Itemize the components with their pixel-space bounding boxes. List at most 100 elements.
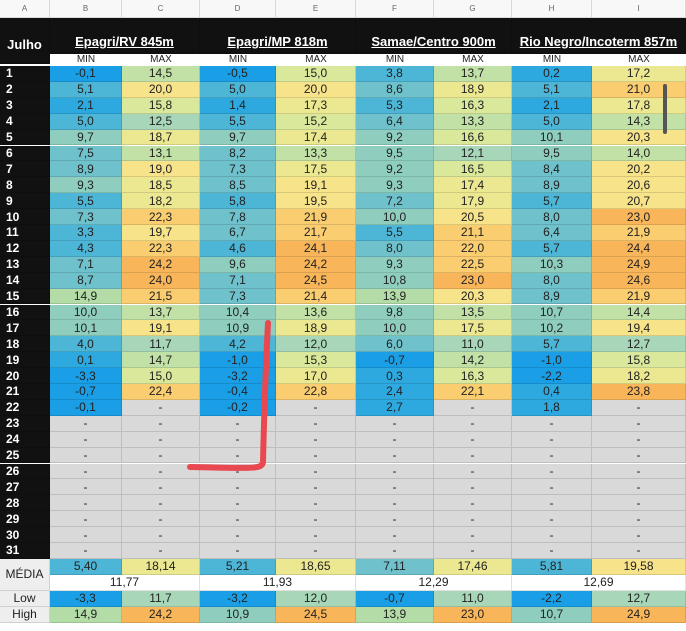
sub-header: MIN	[356, 54, 434, 65]
high-cell: 24,5	[276, 606, 356, 623]
value-cell: 22,3	[122, 209, 200, 225]
value-cell: 13,7	[434, 66, 512, 82]
value-cell: 24,9	[592, 256, 686, 273]
value-cell: -	[356, 511, 434, 528]
value-cell: -	[122, 527, 200, 543]
value-cell: 7,3	[50, 209, 122, 225]
value-cell: -	[592, 543, 686, 559]
value-cell: -	[276, 431, 356, 448]
value-cell: 19,1	[122, 320, 200, 337]
value-cell: -	[200, 543, 276, 559]
column-header[interactable]: E	[276, 0, 356, 18]
average-cell: 11,93	[200, 574, 356, 591]
high-cell: 23,0	[434, 606, 512, 623]
value-cell: 23,0	[592, 209, 686, 225]
value-cell: 8,0	[512, 272, 592, 289]
column-header[interactable]: D	[200, 0, 276, 18]
value-cell: 10,0	[356, 209, 434, 225]
day-label: 22	[0, 399, 50, 416]
column-header[interactable]: A	[0, 0, 50, 18]
high-cell: 24,2	[122, 606, 200, 623]
value-cell: 22,3	[122, 240, 200, 257]
value-cell: -0,4	[200, 384, 276, 400]
value-cell: 15,3	[276, 352, 356, 369]
value-cell: -	[592, 431, 686, 448]
value-cell: 13,5	[434, 304, 512, 321]
value-cell: 9,5	[512, 145, 592, 162]
value-cell: 8,7	[50, 272, 122, 289]
value-cell: 7,2	[356, 193, 434, 210]
day-label: 30	[0, 527, 50, 543]
value-cell: 13,9	[356, 288, 434, 305]
value-cell: 18,9	[276, 320, 356, 337]
day-label: 10	[0, 209, 50, 225]
value-cell: 20,0	[122, 81, 200, 98]
column-header[interactable]: H	[512, 0, 592, 18]
column-header[interactable]: I	[592, 0, 686, 18]
value-cell: 14,2	[434, 352, 512, 369]
value-cell: -	[122, 447, 200, 464]
day-label: 8	[0, 177, 50, 194]
value-cell: 19,1	[276, 177, 356, 194]
value-cell: 7,5	[50, 145, 122, 162]
value-cell: 16,3	[434, 97, 512, 114]
station-name: Epagri/RV 845m	[50, 18, 200, 54]
column-header[interactable]: G	[434, 0, 512, 18]
value-cell: 4,3	[50, 240, 122, 257]
value-cell: 9,5	[356, 145, 434, 162]
value-cell: 19,7	[122, 225, 200, 241]
value-cell: -	[200, 495, 276, 512]
low-cell: 12,7	[592, 590, 686, 607]
day-label: 28	[0, 495, 50, 512]
value-cell: -	[122, 495, 200, 512]
value-cell: -0,2	[200, 399, 276, 416]
value-cell: -	[122, 399, 200, 416]
value-cell: -	[200, 527, 276, 543]
day-label: 2	[0, 81, 50, 98]
value-cell: -	[434, 463, 512, 480]
value-cell: -0,7	[50, 384, 122, 400]
value-cell: 16,3	[434, 368, 512, 384]
value-cell: 24,2	[122, 256, 200, 273]
value-cell: 12,0	[276, 336, 356, 353]
value-cell: 0,2	[512, 66, 592, 82]
value-cell: -	[356, 431, 434, 448]
column-header[interactable]: B	[50, 0, 122, 18]
value-cell: -	[276, 415, 356, 432]
value-cell: -	[200, 511, 276, 528]
low-cell: 11,7	[122, 590, 200, 607]
day-label: 19	[0, 352, 50, 369]
value-cell: -	[50, 447, 122, 464]
value-cell: 21,7	[276, 225, 356, 241]
value-cell: -	[592, 399, 686, 416]
value-cell: -0,1	[50, 399, 122, 416]
value-cell: 5,5	[356, 225, 434, 241]
value-cell: 5,7	[512, 240, 592, 257]
value-cell: -	[276, 495, 356, 512]
value-cell: -0,1	[50, 66, 122, 82]
column-header[interactable]: C	[122, 0, 200, 18]
value-cell: -	[276, 399, 356, 416]
value-cell: 23,0	[434, 272, 512, 289]
value-cell: 13,6	[276, 304, 356, 321]
value-cell: 15,0	[122, 368, 200, 384]
sub-header: MIN	[50, 54, 122, 65]
column-header[interactable]: F	[356, 0, 434, 18]
media-cell: 17,46	[434, 558, 512, 575]
value-cell: 22,5	[434, 256, 512, 273]
value-cell: -	[592, 463, 686, 480]
station-name: Epagri/MP 818m	[200, 18, 356, 54]
value-cell: -	[276, 543, 356, 559]
value-cell: 9,6	[200, 256, 276, 273]
value-cell: 10,3	[512, 256, 592, 273]
value-cell: -	[512, 431, 592, 448]
value-cell: 3,8	[356, 66, 434, 82]
value-cell: -	[200, 479, 276, 496]
value-cell: -	[592, 447, 686, 464]
value-cell: 17,2	[592, 66, 686, 82]
low-cell: -0,7	[356, 590, 434, 607]
station-name: Rio Negro/Incoterm 857m	[512, 18, 686, 54]
day-label: 3	[0, 97, 50, 114]
value-cell: 5,8	[200, 193, 276, 210]
